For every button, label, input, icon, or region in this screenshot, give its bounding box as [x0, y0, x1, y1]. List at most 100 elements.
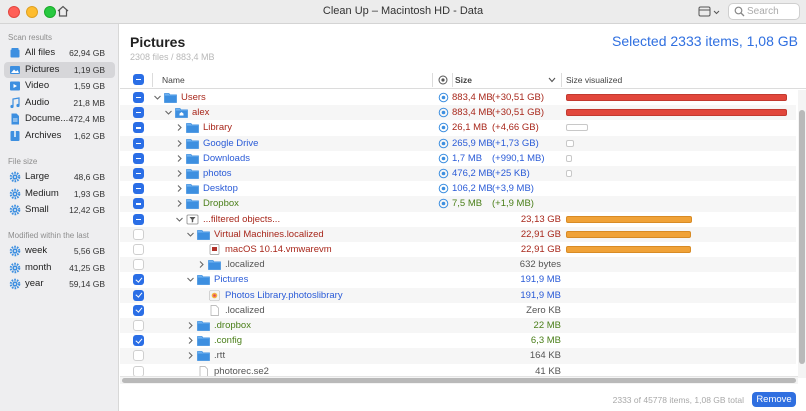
search-field[interactable]: [728, 3, 800, 20]
column-header-name[interactable]: Name: [162, 75, 185, 85]
chevron-right-icon[interactable]: [186, 336, 195, 345]
chevron-right-icon[interactable]: [186, 321, 195, 330]
column-header-size[interactable]: Size: [455, 75, 473, 85]
table-row[interactable]: Library 26,1 MB (+4,66 GB): [120, 120, 796, 135]
file-size: Zero KB: [526, 304, 561, 316]
table-row[interactable]: .rtt 164 KB: [120, 348, 796, 364]
chevron-right-icon[interactable]: [175, 169, 184, 178]
chevron-down-icon[interactable]: [186, 230, 195, 239]
table-row[interactable]: macOS 10.14.vmwarevm 22,91 GB: [120, 242, 796, 257]
folder-icon: [197, 275, 210, 286]
minimize-window-button[interactable]: [26, 6, 38, 18]
vertical-scrollbar[interactable]: [798, 90, 806, 378]
chevron-down-icon[interactable]: [153, 93, 162, 102]
column-separator[interactable]: [152, 73, 153, 87]
table-row[interactable]: ...filtered objects... 23,13 GB: [120, 212, 796, 227]
scan-target-icon[interactable]: [438, 75, 448, 85]
horizontal-scrollbar-thumb[interactable]: [122, 378, 796, 383]
row-checkbox[interactable]: [133, 259, 144, 271]
search-input[interactable]: [747, 5, 797, 18]
view-options-icon[interactable]: [698, 5, 722, 19]
scan-target-icon[interactable]: [438, 183, 449, 194]
horizontal-scrollbar[interactable]: [120, 376, 798, 384]
row-checkbox[interactable]: [133, 304, 144, 316]
column-separator[interactable]: [561, 73, 562, 87]
vertical-scrollbar-thumb[interactable]: [799, 110, 805, 364]
row-checkbox[interactable]: [133, 274, 144, 286]
table-row[interactable]: .localized Zero KB: [120, 303, 796, 318]
chevron-right-icon[interactable]: [175, 139, 184, 148]
row-checkbox[interactable]: [133, 244, 144, 255]
column-separator[interactable]: [432, 73, 433, 87]
remove-button[interactable]: Remove: [752, 392, 796, 407]
size-delta: (+1,9 MB): [492, 198, 534, 210]
file-name: Library: [203, 122, 233, 134]
row-checkbox[interactable]: [133, 168, 144, 179]
sort-descending-icon[interactable]: [548, 77, 556, 83]
zoom-window-button[interactable]: [44, 6, 56, 18]
table-row[interactable]: Google Drive 265,9 MB (+1,73 GB): [120, 135, 796, 151]
sidebar-item-modified-year[interactable]: year 59,14 GB: [4, 276, 115, 292]
chevron-right-icon[interactable]: [175, 123, 184, 132]
table-row[interactable]: .config 6,3 MB: [120, 333, 796, 348]
chevron-down-icon[interactable]: [186, 275, 195, 284]
table-row[interactable]: Dropbox 7,5 MB (+1,9 MB): [120, 196, 796, 212]
row-checkbox[interactable]: [133, 137, 144, 149]
sidebar-item-size-medium[interactable]: Medium 1,93 GB: [4, 186, 115, 202]
scan-target-icon[interactable]: [438, 92, 449, 103]
column-header-size-visualized[interactable]: Size visualized: [566, 75, 623, 85]
sidebar-item-pictures[interactable]: Pictures 1,19 GB: [4, 61, 115, 78]
scan-target-icon[interactable]: [438, 198, 449, 209]
chevron-right-icon[interactable]: [175, 154, 184, 163]
sidebar-item-docume[interactable]: Docume... 472,4 MB: [4, 111, 115, 127]
scan-target-icon[interactable]: [438, 168, 449, 179]
close-window-button[interactable]: [8, 6, 20, 18]
row-checkbox[interactable]: [133, 228, 144, 240]
select-all-checkbox[interactable]: [133, 74, 144, 85]
row-checkbox[interactable]: [133, 152, 144, 164]
sidebar-item-modified-month[interactable]: month 41,25 GB: [4, 260, 115, 276]
row-checkbox[interactable]: [133, 213, 144, 225]
sidebar-item-size-small[interactable]: Small 12,42 GB: [4, 202, 115, 218]
chevron-right-icon[interactable]: [175, 184, 184, 193]
chevron-right-icon[interactable]: [197, 260, 206, 269]
scan-target-icon[interactable]: [438, 122, 449, 133]
home-icon[interactable]: [56, 4, 70, 18]
table-row[interactable]: Desktop 106,2 MB (+3,9 MB): [120, 181, 796, 196]
scan-target-icon[interactable]: [438, 138, 449, 149]
table-row[interactable]: Photos Library.photoslibrary 191,9 MB: [120, 287, 796, 303]
chevron-right-icon[interactable]: [186, 351, 195, 360]
row-checkbox[interactable]: [133, 365, 144, 377]
chevron-down-icon[interactable]: [175, 215, 184, 224]
row-checkbox[interactable]: [133, 320, 144, 331]
table-row[interactable]: .localized 632 bytes: [120, 257, 796, 273]
sidebar-item-all-files[interactable]: All files 62,94 GB: [4, 45, 115, 61]
scan-target-icon[interactable]: [438, 107, 449, 118]
sidebar-item-modified-week[interactable]: week 5,56 GB: [4, 243, 115, 259]
sidebar-item-size-large[interactable]: Large 48,6 GB: [4, 169, 115, 185]
row-checkbox[interactable]: [133, 198, 144, 210]
table-row[interactable]: Pictures 191,9 MB: [120, 272, 796, 287]
row-checkbox[interactable]: [133, 183, 144, 195]
table-row[interactable]: alex 883,4 MB (+30,51 GB): [120, 105, 796, 121]
table-row[interactable]: Users 883,4 MB (+30,51 GB): [120, 90, 796, 105]
chevron-down-icon[interactable]: [164, 108, 173, 117]
table-row[interactable]: .dropbox 22 MB: [120, 318, 796, 334]
table-header: Name Size Size visualized: [120, 71, 806, 89]
row-checkbox[interactable]: [133, 335, 144, 347]
sidebar-item-archives[interactable]: Archives 1,62 GB: [4, 128, 115, 144]
sidebar-item-audio[interactable]: Audio 21,8 MB: [4, 95, 115, 111]
row-checkbox[interactable]: [133, 122, 144, 134]
table-row[interactable]: photos 476,2 MB (+25 KB): [120, 166, 796, 182]
sidebar-item-video[interactable]: Video 1,59 GB: [4, 78, 115, 94]
row-checkbox[interactable]: [133, 289, 144, 301]
table-row[interactable]: Virtual Machines.localized 22,91 GB: [120, 226, 796, 242]
scan-target-icon[interactable]: [438, 153, 449, 164]
table-row[interactable]: Downloads 1,7 MB (+990,1 MB): [120, 151, 796, 166]
row-checkbox[interactable]: [133, 350, 144, 362]
file-name: Downloads: [203, 152, 250, 164]
column-separator[interactable]: [452, 73, 453, 87]
row-checkbox[interactable]: [133, 107, 144, 119]
chevron-right-icon[interactable]: [175, 199, 184, 208]
row-checkbox[interactable]: [133, 92, 144, 103]
